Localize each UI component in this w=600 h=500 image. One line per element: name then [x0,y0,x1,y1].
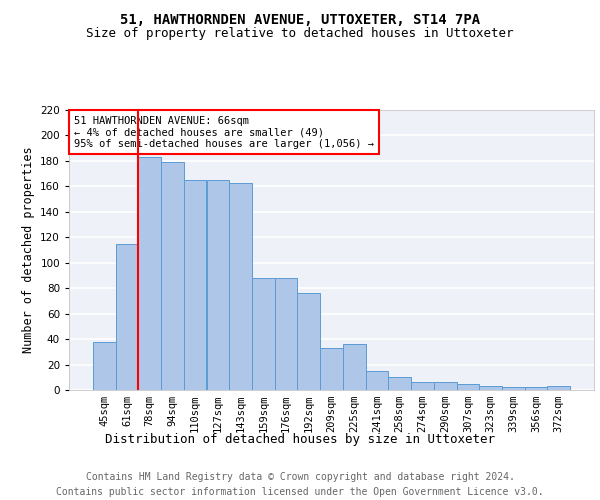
Bar [524,388,547,390]
Text: Size of property relative to detached houses in Uttoxeter: Size of property relative to detached ho… [86,28,514,40]
Bar [184,180,206,390]
Bar [93,342,116,390]
Text: Contains HM Land Registry data © Crown copyright and database right 2024.
Contai: Contains HM Land Registry data © Crown c… [56,472,544,498]
Bar [502,388,524,390]
Text: Distribution of detached houses by size in Uttoxeter: Distribution of detached houses by size … [105,432,495,446]
Bar [365,371,388,390]
Bar [139,157,161,390]
Bar [298,294,320,390]
Bar [320,348,343,390]
Bar [547,386,570,390]
Bar [343,344,365,390]
Bar [116,244,139,390]
Bar [411,382,434,390]
Text: 51 HAWTHORNDEN AVENUE: 66sqm
← 4% of detached houses are smaller (49)
95% of sem: 51 HAWTHORNDEN AVENUE: 66sqm ← 4% of det… [74,116,374,149]
Bar [434,382,457,390]
Bar [479,386,502,390]
Bar [206,180,229,390]
Bar [457,384,479,390]
Text: 51, HAWTHORNDEN AVENUE, UTTOXETER, ST14 7PA: 51, HAWTHORNDEN AVENUE, UTTOXETER, ST14 … [120,12,480,26]
Bar [229,182,252,390]
Y-axis label: Number of detached properties: Number of detached properties [22,146,35,354]
Bar [275,278,298,390]
Bar [388,378,411,390]
Bar [161,162,184,390]
Bar [252,278,275,390]
